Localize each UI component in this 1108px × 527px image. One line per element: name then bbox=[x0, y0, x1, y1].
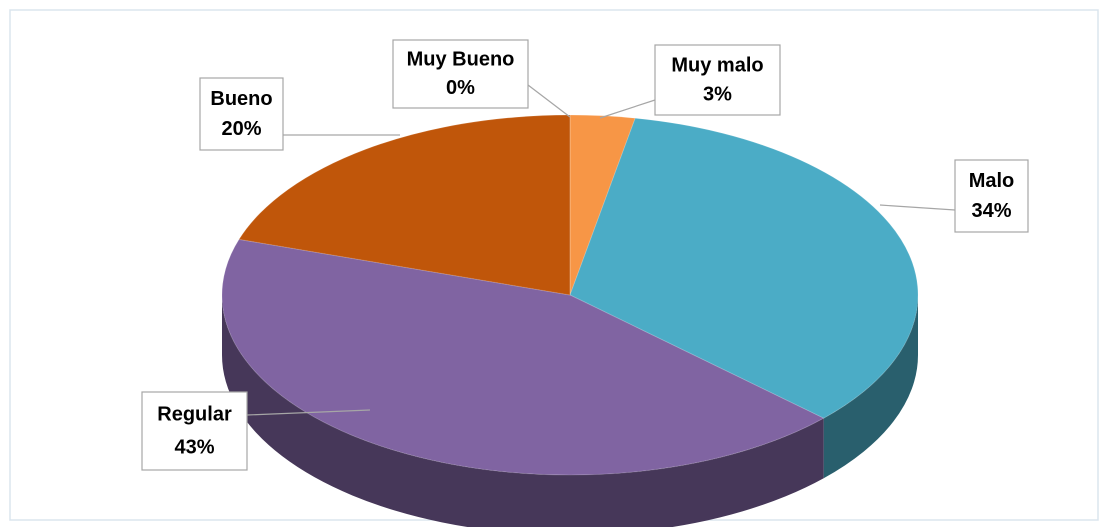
label-box bbox=[199, 77, 284, 151]
slice-side bbox=[222, 295, 824, 527]
label-box bbox=[392, 39, 529, 109]
value-label: 34% bbox=[971, 200, 1011, 222]
category-label: Bueno bbox=[210, 88, 272, 110]
category-label: Muy Bueno bbox=[407, 49, 515, 71]
leader-line bbox=[879, 204, 956, 211]
slice bbox=[569, 117, 919, 419]
category-label: Regular bbox=[157, 404, 232, 426]
value-label: 0% bbox=[446, 77, 475, 99]
value-label: 20% bbox=[221, 118, 261, 140]
slice-side bbox=[823, 295, 918, 479]
value-label: 43% bbox=[174, 436, 214, 458]
slice bbox=[569, 114, 636, 296]
category-label: Malo bbox=[969, 170, 1015, 192]
label-box bbox=[654, 44, 781, 116]
label-box bbox=[141, 391, 248, 471]
leader-line bbox=[246, 409, 371, 416]
value-label: 3% bbox=[703, 84, 732, 106]
slice bbox=[221, 238, 825, 476]
leader-line bbox=[599, 99, 656, 119]
category-label: Muy malo bbox=[671, 54, 763, 76]
slice bbox=[238, 114, 571, 296]
leader-line bbox=[527, 84, 571, 118]
label-box bbox=[954, 159, 1029, 233]
